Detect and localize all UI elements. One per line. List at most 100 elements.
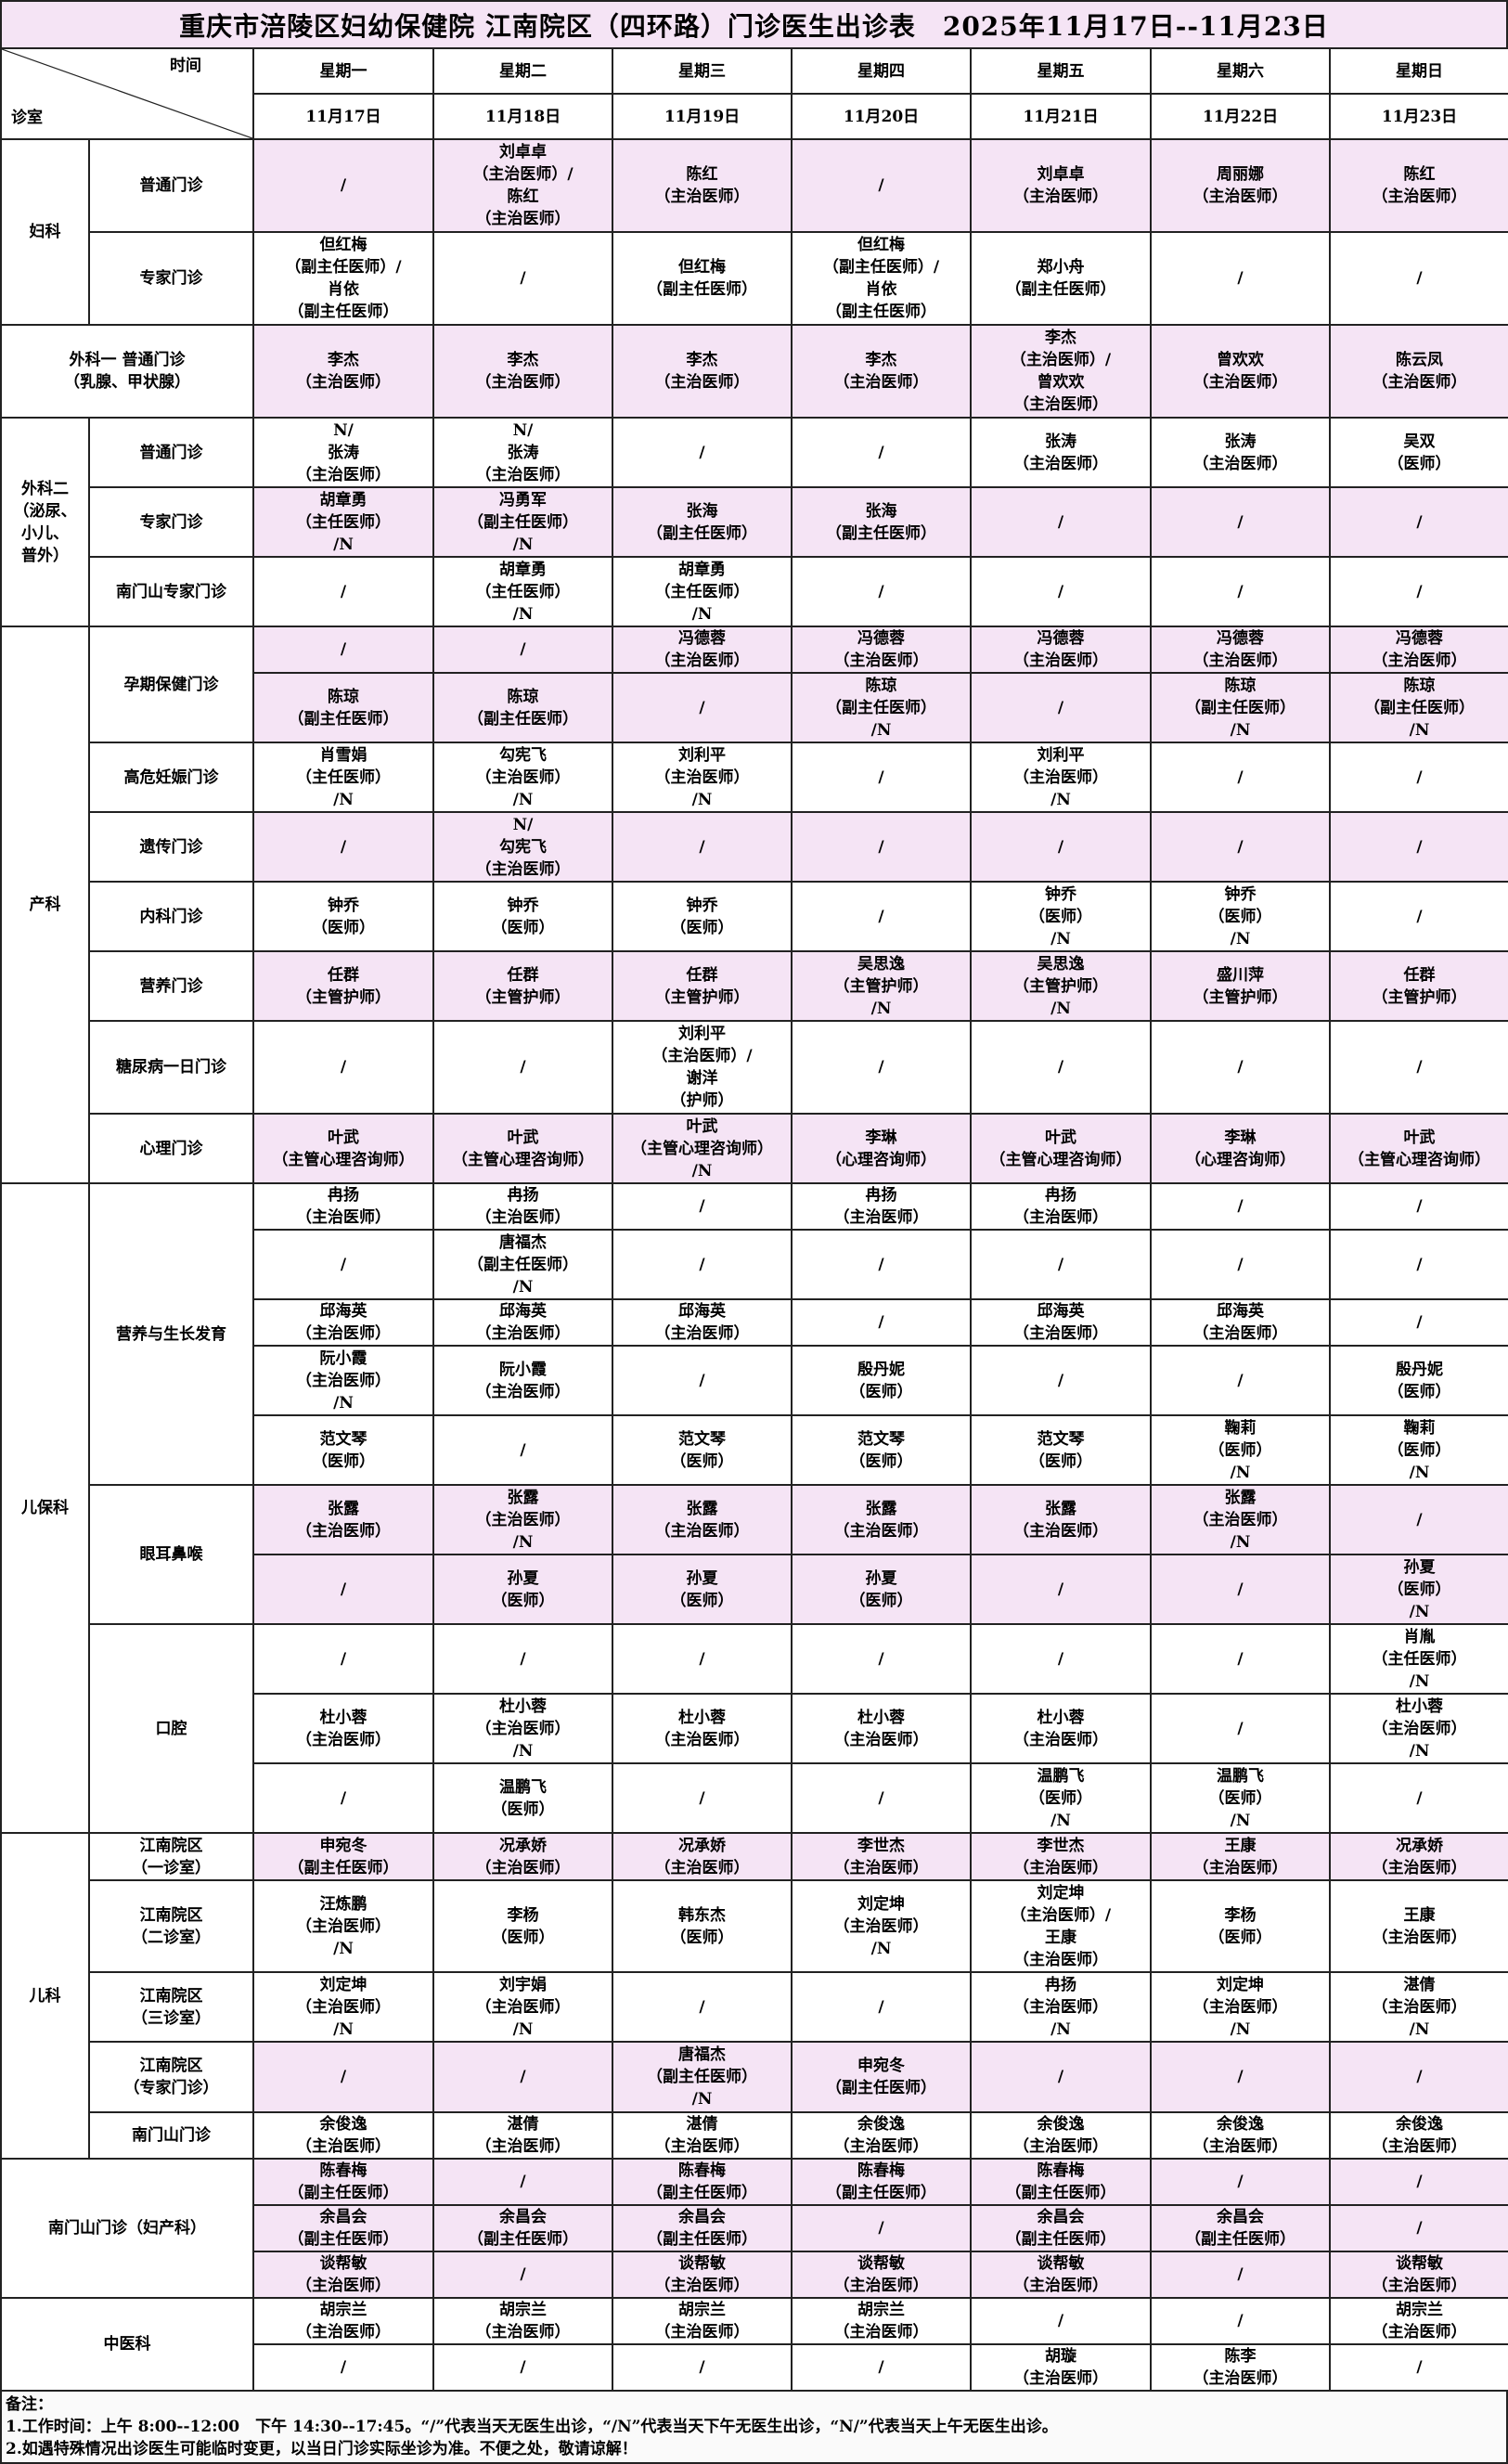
schedule-cell: /	[432, 2343, 613, 2392]
schedule-cell: 邱海英 （主治医师）	[970, 1298, 1152, 1347]
schedule-cell: 孙夏 （医师）	[432, 1554, 613, 1625]
schedule-cell: /	[252, 556, 434, 627]
schedule-cell: 汪炼鹏 （主治医师） /N	[252, 1879, 434, 1973]
schedule-cell: 胡璇 （主治医师）	[970, 2343, 1152, 2392]
schedule-cell: /	[252, 1020, 434, 1115]
schedule-cell: 周丽娜 （主治医师）	[1150, 138, 1331, 233]
schedule-cell: 胡宗兰 （主治医师）	[612, 2297, 793, 2345]
schedule-cell: /	[1150, 2251, 1331, 2299]
schedule-cell: 冉扬 （主治医师）	[970, 1182, 1152, 1231]
schedule-cell: 李世杰 （主治医师）	[970, 1832, 1152, 1881]
schedule-cell: 余昌会 （副主任医师）	[432, 2204, 613, 2252]
schedule-row: / 温鹏飞 （医师） / / 温鹏飞 （医师） /N 温鹏飞 （医师） /N /	[1, 1762, 1508, 1834]
schedule-cell: 陈琼 （副主任医师） /N	[1150, 672, 1331, 743]
date-header: 11月21日	[970, 93, 1152, 140]
schedule-cell: 叶武 （主管心理咨询师）	[432, 1113, 613, 1184]
schedule-cell: 张露 （主治医师）	[970, 1484, 1152, 1555]
schedule-cell: /	[432, 2251, 613, 2299]
schedule-cell: 余昌会 （副主任医师）	[970, 2204, 1152, 2252]
schedule-cell: /	[791, 1020, 972, 1115]
schedule-cell: 谈帮敏 （主治医师）	[970, 2251, 1152, 2299]
schedule-cell: 刘定坤 （主治医师） /N	[252, 1971, 434, 2043]
schedule-row: 范文琴 （医师） / 范文琴 （医师） 范文琴 （医师） 范文琴 （医师） 鞠莉 （医师）…	[1, 1414, 1508, 1486]
schedule-cell: /	[612, 1345, 793, 1416]
schedule-cell: /	[1329, 486, 1508, 558]
schedule-cell: /	[1329, 2041, 1508, 2113]
schedule-cell: /	[252, 1554, 434, 1625]
schedule-cell: 冯德蓉 （主治医师）	[791, 626, 972, 674]
schedule-cell: 冉扬 （主治医师）	[432, 1182, 613, 1231]
schedule-cell: /	[1329, 1229, 1508, 1300]
department-name: 儿保科	[0, 1182, 90, 1834]
schedule-cell: 冯德蓉 （主治医师）	[1150, 626, 1331, 674]
schedule-cell: 刘利平 （主治医师）/ 谢洋 （护师）	[612, 1020, 793, 1115]
schedule-cell: /	[1150, 1623, 1331, 1695]
schedule-row: / 孙夏 （医师） 孙夏 （医师） 孙夏 （医师） / / 孙夏 （医师） /N	[1, 1554, 1508, 1625]
clinic-name: 糖尿病一日门诊	[88, 1020, 254, 1115]
schedule-cell: /	[791, 1298, 972, 1347]
schedule-cell: 杜小蓉 （主治医师）	[252, 1693, 434, 1764]
schedule-cell: 谈帮敏 （主治医师）	[612, 2251, 793, 2299]
schedule-cell: 谈帮敏 （主治医师）	[791, 2251, 972, 2299]
schedule-cell: 但红梅 （副主任医师）	[612, 231, 793, 326]
schedule-cell: 胡章勇 （主任医师） /N	[612, 556, 793, 627]
schedule-cell: 李杰 （主治医师）	[252, 324, 434, 419]
schedule-cell: /	[252, 2343, 434, 2392]
schedule-cell: 叶武 （主管心理咨询师） /N	[612, 1113, 793, 1184]
schedule-row: 江南院区 （三诊室） 刘定坤 （主治医师） /N 刘宇娟 （主治医师） /N / / 冉扬…	[1, 1971, 1508, 2043]
weekday-header: 星期五	[970, 47, 1152, 95]
schedule-cell: 肖胤 （主任医师） /N	[1329, 1623, 1508, 1695]
schedule-cell: 钟乔 （医师）	[432, 881, 613, 952]
clinic-name: 专家门诊	[88, 486, 254, 558]
schedule-cell: /	[970, 1229, 1152, 1300]
schedule-cell: 钟乔 （医师） /N	[1150, 881, 1331, 952]
schedule-row: 产科 孕期保健门诊 / / 冯德蓉 （主治医师） 冯德蓉 （主治医师） 冯德蓉 （主治医师）…	[0, 626, 1508, 1184]
schedule-cell: 李杰 （主治医师）	[432, 324, 613, 419]
schedule-cell: 孙夏 （医师）	[791, 1554, 972, 1625]
department-name: 中医科	[0, 2297, 254, 2392]
schedule-cell: 阮小霞 （主治医师）	[432, 1345, 613, 1416]
schedule-cell: /	[1150, 1554, 1331, 1625]
schedule-cell: 冉扬 （主治医师）	[791, 1182, 972, 1231]
schedule-row: / / / / 胡璇 （主治医师） 陈李 （主治医师） /	[1, 2343, 1508, 2392]
schedule-cell: 吴双 （医师）	[1329, 417, 1508, 488]
schedule-cell: /	[791, 417, 972, 488]
schedule-row: 余昌会 （副主任医师） 余昌会 （副主任医师） 余昌会 （副主任医师） / 余昌会 （副…	[1, 2204, 1508, 2252]
schedule-cell: 李琳 （心理咨询师）	[791, 1113, 972, 1184]
clinic-name: 高危妊娠门诊	[88, 742, 254, 813]
schedule-cell: 但红梅 （副主任医师）/ 肖依 （副主任医师）	[252, 231, 434, 326]
schedule-cell: 刘宇娟 （主治医师） /N	[432, 1971, 613, 2043]
schedule-cell: 吴思逸 （主管护师） /N	[791, 950, 972, 1022]
schedule-cell: 余俊逸 （主治医师）	[1329, 2111, 1508, 2160]
schedule-row: 外科二 （泌尿、 小儿、 普外） 普通门诊 N/ 张涛 （主治医师） N/ 张涛 （主…	[0, 417, 1508, 627]
schedule-cell: 谈帮敏 （主治医师）	[1329, 2251, 1508, 2299]
schedule-cell: /	[1150, 1020, 1331, 1115]
schedule-cell: /	[791, 811, 972, 883]
schedule-row: / 唐福杰 （副主任医师） /N / / / / /	[1, 1229, 1508, 1300]
schedule-cell: /	[432, 2158, 613, 2206]
schedule-cell: /	[791, 2343, 972, 2392]
schedule-row: 专家门诊 胡章勇 （主任医师） /N 冯勇军 （副主任医师） /N 张海 （副主任医师…	[1, 486, 1508, 558]
schedule-cell: 陈云凤 （主治医师）	[1329, 324, 1508, 419]
schedule-cell: 叶武 （主管心理咨询师）	[1329, 1113, 1508, 1184]
schedule-cell: 范文琴 （医师）	[612, 1414, 793, 1486]
schedule-cell: /	[970, 2041, 1152, 2113]
clinic-name: 江南院区 （专家门诊）	[88, 2041, 254, 2113]
schedule-cell: /	[1150, 2041, 1331, 2113]
schedule-cell: 陈春梅 （副主任医师）	[252, 2158, 434, 2206]
schedule-cell: 张涛 （主治医师）	[1150, 417, 1331, 488]
schedule-cell: 陈红 （主治医师）	[1329, 138, 1508, 233]
schedule-cell: /	[791, 138, 972, 233]
schedule-cell: 陈琼 （副主任医师） /N	[1329, 672, 1508, 743]
notes-heading: 备注：	[6, 2395, 53, 2414]
schedule-cell: 叶武 （主管心理咨询师）	[252, 1113, 434, 1184]
clinic-name: 孕期保健门诊	[88, 626, 254, 743]
schedule-cell: 余昌会 （副主任医师）	[1150, 2204, 1331, 2252]
schedule-cell: /	[1329, 2204, 1508, 2252]
schedule-cell: /	[612, 1762, 793, 1834]
clinic-name: 江南院区 （一诊室）	[88, 1832, 254, 1881]
schedule-cell: /	[970, 1345, 1152, 1416]
schedule-cell: /	[1329, 742, 1508, 813]
schedule-cell: 唐福杰 （副主任医师） /N	[432, 1229, 613, 1300]
schedule-cell: /	[612, 811, 793, 883]
